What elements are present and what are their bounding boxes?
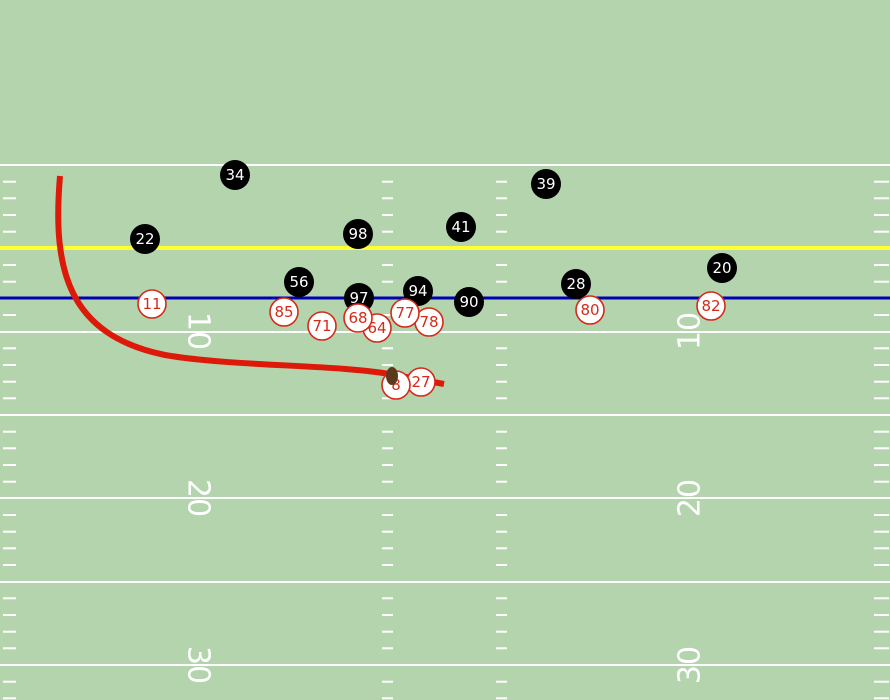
svg-text:20: 20: [712, 259, 731, 277]
svg-text:71: 71: [312, 317, 331, 335]
svg-text:20: 20: [673, 479, 708, 517]
svg-text:34: 34: [225, 166, 244, 184]
svg-text:90: 90: [459, 293, 478, 311]
svg-text:64: 64: [367, 319, 386, 337]
hash-marks: [3, 180, 889, 700]
svg-text:27: 27: [411, 373, 430, 391]
svg-text:22: 22: [135, 230, 154, 248]
yard-number-10-right: 10: [673, 312, 708, 350]
svg-text:68: 68: [348, 309, 367, 327]
defense-player: 56: [284, 267, 314, 297]
defense-player: 90: [454, 287, 484, 317]
defense-player: 20: [707, 253, 737, 283]
yard-number-30-right: 30: [673, 646, 708, 684]
yard-number-10-left: 10: [181, 312, 216, 350]
svg-text:10: 10: [673, 312, 708, 350]
defense-player: 34: [220, 160, 250, 190]
svg-text:11: 11: [142, 295, 161, 313]
defense-player: 98: [343, 219, 373, 249]
svg-text:78: 78: [419, 313, 438, 331]
svg-text:8: 8: [391, 376, 401, 394]
ball-carrier-route: [55, 175, 445, 387]
offense-player: 27: [406, 367, 436, 397]
svg-text:82: 82: [701, 297, 720, 315]
svg-text:98: 98: [348, 225, 367, 243]
yard-number-20-right: 20: [673, 479, 708, 517]
svg-text:97: 97: [349, 289, 368, 307]
offense-player: 80: [575, 295, 605, 325]
offense-player: 77: [390, 298, 420, 328]
svg-text:30: 30: [181, 646, 216, 684]
svg-text:10: 10: [181, 312, 216, 350]
svg-text:94: 94: [408, 282, 427, 300]
defense-player: 41: [446, 212, 476, 242]
offense-player: 68: [343, 303, 373, 333]
svg-text:80: 80: [580, 301, 599, 319]
svg-text:20: 20: [181, 479, 216, 517]
defense-player: 39: [531, 169, 561, 199]
offense-player: 85: [269, 297, 299, 327]
svg-text:39: 39: [536, 175, 555, 193]
yard-number-30-left: 30: [181, 646, 216, 684]
offense-player: 78: [414, 307, 444, 337]
svg-text:28: 28: [566, 275, 585, 293]
svg-text:85: 85: [274, 303, 293, 321]
yard-number-20-left: 20: [181, 479, 216, 517]
defense-player: 94: [403, 276, 433, 306]
svg-text:56: 56: [289, 273, 308, 291]
football: [386, 367, 398, 385]
svg-text:30: 30: [673, 646, 708, 684]
svg-text:77: 77: [395, 304, 414, 322]
offense-player: 11: [137, 289, 167, 319]
defense-player: 28: [561, 269, 591, 299]
offense-player: 82: [696, 291, 726, 321]
defense-player: 22: [130, 224, 160, 254]
svg-text:41: 41: [451, 218, 470, 236]
offense-player: 71: [307, 311, 337, 341]
